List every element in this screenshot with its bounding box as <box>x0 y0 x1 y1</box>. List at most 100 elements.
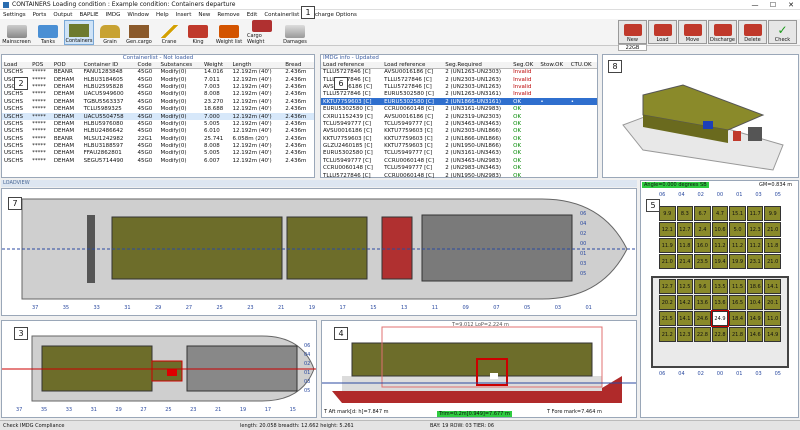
stack-cell[interactable]: 14.6 <box>746 327 764 342</box>
grain-button[interactable]: Grain <box>98 20 122 45</box>
stack-cell[interactable]: 14.9 <box>764 327 781 342</box>
stack-cell[interactable]: 13.6 <box>711 295 729 310</box>
col-ctu-ok[interactable]: CTU.OK <box>568 62 597 69</box>
imdg-row[interactable]: KKTU7759603 [C] KKTU7759603 [C] 2 (UN1866-… <box>321 135 597 142</box>
stack-cell[interactable]: 22.8 <box>694 327 711 342</box>
stack-cell[interactable]: 21.8 <box>729 327 746 342</box>
stack-cell[interactable]: 23.1 <box>746 254 764 269</box>
menu-insert[interactable]: Insert <box>175 11 192 18</box>
stack-cell[interactable]: 14.1 <box>676 311 694 326</box>
stack-cell[interactable]: 11.2 <box>711 238 729 253</box>
stack-cell[interactable]: 9.9 <box>764 206 781 221</box>
col-seg-required[interactable]: Seg.Required <box>443 62 512 69</box>
move-button[interactable]: Move <box>678 20 707 44</box>
containerlist-row[interactable]: USCHS ***** DEHAM FFAU2862801 45G0 Modify(0) 5… <box>2 150 314 157</box>
imdg-row[interactable]: AVSU0016186 [C] KKTU7759603 [C] 2 (UN2303-… <box>321 128 597 135</box>
col-breadth[interactable]: Bread <box>283 62 314 69</box>
stack-cell[interactable]: 21.4 <box>676 254 694 269</box>
stack-cell[interactable]: 13.6 <box>694 295 711 310</box>
stack-cell[interactable]: 11.5 <box>729 279 746 294</box>
stack-cell[interactable]: 6.7 <box>694 206 711 221</box>
col-pod[interactable]: POD <box>51 62 82 69</box>
menu-output[interactable]: Output <box>53 11 73 18</box>
damages-button[interactable]: Damages <box>280 20 310 45</box>
delete-button[interactable]: Delete <box>738 20 767 44</box>
stack-cell[interactable]: 16.0 <box>694 238 711 253</box>
menu-ports[interactable]: Ports <box>32 11 47 18</box>
imdg-row[interactable]: TCLU5949777 [C] CCRU0060148 [C] 2 (UN3463-… <box>321 157 597 164</box>
cargo-weight-button[interactable]: Cargo Weight <box>247 20 277 45</box>
minimize-button[interactable]: — <box>751 0 759 9</box>
imdg-row[interactable]: KKTU7759603 [C] EURU5302580 [C] 2 (UN1866-… <box>321 98 597 106</box>
containerlist-row[interactable]: USCHS ***** DEHAM TCLU5989325 45G0 Modify(0) 1… <box>2 105 314 112</box>
stack-cell[interactable]: 12.3 <box>746 222 764 237</box>
imdg-row[interactable]: TLLU5727846 [C] AVSU0016186 [C] 2 (UN1263-… <box>321 69 597 76</box>
menu-discharge-options[interactable]: Discharge Options <box>306 11 357 18</box>
containerlist-row[interactable]: USCHS ***** BEANR MLSU1242982 22G1 Modify(0) 2… <box>2 135 314 142</box>
load-button[interactable]: Load <box>648 20 677 44</box>
menu-baplie[interactable]: BAPLIE <box>79 11 99 18</box>
imdg-row[interactable]: TCLU5949777 [C] TCLU5949777 [C] 2 (UN3463-… <box>321 120 597 127</box>
menu-remove[interactable]: Remove <box>217 11 240 18</box>
stack-cell[interactable]: 14.9 <box>746 311 764 326</box>
stack-cell[interactable]: 15.1 <box>729 206 746 221</box>
size-code-field[interactable]: 22GB <box>618 44 647 51</box>
stack-cell[interactable]: 21.0 <box>659 254 676 269</box>
col-load-reference-2[interactable]: Load reference <box>382 62 444 69</box>
menu-edit[interactable]: Edit <box>246 11 258 18</box>
stack-cell[interactable]: 21.0 <box>764 254 781 269</box>
stack-cell[interactable]: 22.8 <box>711 327 729 342</box>
col-seg-ok[interactable]: Seg.OK <box>511 62 539 69</box>
new-button[interactable]: New <box>618 20 647 44</box>
imdg-row[interactable]: EURU5302580 [C] TCLU5949777 [C] 2 (UN3161-… <box>321 150 597 157</box>
section-view-panel[interactable]: Angle=0.000 degrees SB GM=0.834 m 06 04 02… <box>640 180 799 418</box>
profile-view-panel[interactable]: T=9.012 LoP=2.224 m T Aft mark[d: h]=7.8… <box>321 320 637 418</box>
menu-containerlist[interactable]: Containerlist <box>264 11 300 18</box>
stack-cell[interactable]: 14.2 <box>676 295 694 310</box>
col-container-id[interactable]: Container ID <box>81 62 136 69</box>
col-pos[interactable]: POS <box>30 62 52 69</box>
containerlist-row[interactable]: USCHS ***** DEHAM TGBU5563337 45G0 Modify(0) 2… <box>2 98 314 105</box>
stack-cell[interactable]: 12.1 <box>659 222 676 237</box>
containerlist-row[interactable]: USCHS***** DEHAM HLBU2595828 45G0 Modify(0) 7… <box>2 83 314 90</box>
col-load-reference-1[interactable]: Load reference <box>321 62 383 69</box>
col-length[interactable]: Length <box>230 62 284 69</box>
stack-cell[interactable]: 11.9 <box>659 238 676 253</box>
stack-cell[interactable]: 11.8 <box>764 238 781 253</box>
imdg-row[interactable]: GLZU2460185 [C] KKTU7759603 [C] 2 (UN1950-… <box>321 142 597 149</box>
king-button[interactable]: King <box>185 20 211 45</box>
containerlist-row[interactable]: USCHS ***** DEHAM UACU5949600 45G0 Modify(0) 8… <box>2 91 314 98</box>
stack-cell[interactable]: 19.4 <box>711 254 729 269</box>
stack-cell[interactable]: 21.2 <box>659 327 676 342</box>
menu-help[interactable]: Help <box>156 11 169 18</box>
stack-cell[interactable]: 19.9 <box>729 254 746 269</box>
stack-cell[interactable]: 9.9 <box>659 206 676 221</box>
stack-cell[interactable]: 24.9 <box>710 310 730 327</box>
stack-cell[interactable]: 21.0 <box>764 222 781 237</box>
containerlist-row[interactable]: USCHS***** DEHAM HLBU3184605 45G0 Modify(0) 7… <box>2 76 314 83</box>
stack-cell[interactable]: 20.2 <box>659 295 676 310</box>
col-load[interactable]: Load <box>2 62 31 69</box>
gen-cargo-button[interactable]: Gen.cargo <box>125 20 153 45</box>
maximize-button[interactable]: ☐ <box>769 0 777 9</box>
stack-cell[interactable]: 11.8 <box>676 238 694 253</box>
col-stow-ok[interactable]: Stow.OK <box>538 62 569 69</box>
imdg-row[interactable]: TLLU5727846 [C] EURU5302580 [C] 2 (UN1263-… <box>321 91 597 98</box>
imdg-row[interactable]: TLLU5727846 [C] CCRU0060148 [C] 2 (UN1950-… <box>321 172 597 179</box>
discharge-button[interactable]: Discharge <box>708 20 737 44</box>
weight-list-button[interactable]: Weight list <box>214 20 244 45</box>
stack-cell[interactable]: 12.7 <box>676 222 694 237</box>
stack-cell[interactable]: 12.7 <box>659 279 676 294</box>
close-button[interactable]: ✕ <box>788 0 794 9</box>
menu-imdg[interactable]: IMDG <box>105 11 121 18</box>
stack-cell[interactable]: 16.5 <box>729 295 746 310</box>
menu-settings[interactable]: Settings <box>3 11 26 18</box>
hold-view-panel[interactable]: 37 35 33 31 29 27 25 23 21 19 17 15 06 0… <box>1 320 317 418</box>
stack-cell[interactable]: 21.5 <box>659 311 676 326</box>
check-button[interactable]: ✓ Check <box>768 20 797 44</box>
crane-button[interactable]: Crane <box>156 20 182 45</box>
containerlist-row[interactable]: USCHS ***** DEHAM HLBU3188597 45G0 Modify(0) 8… <box>2 142 314 149</box>
mainscreen-button[interactable]: Mainscreen <box>1 20 32 45</box>
imdg-row[interactable]: TLLU5727846 [C] TLLU5727846 [C] 2 (UN2303-… <box>321 76 597 83</box>
stack-cell[interactable]: 8.3 <box>676 206 694 221</box>
